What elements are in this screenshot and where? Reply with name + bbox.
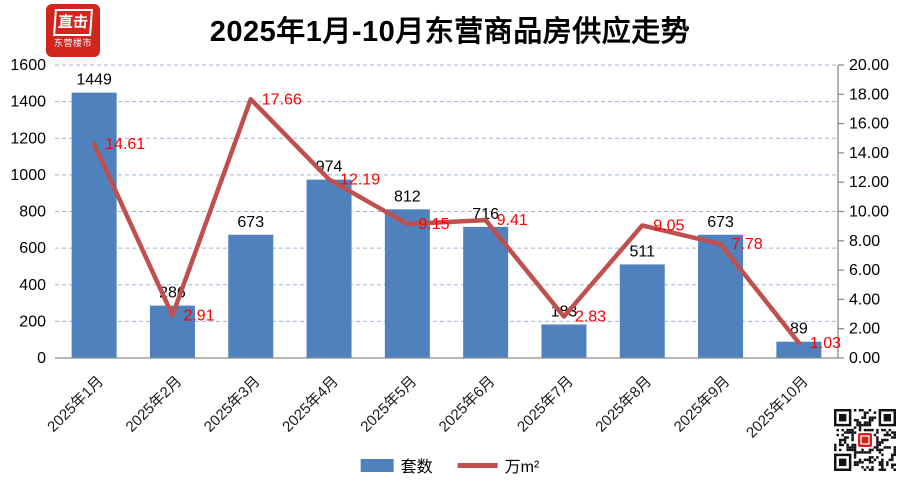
line-value-label: 12.19 — [340, 171, 380, 188]
left-axis-tick-label: 1000 — [10, 167, 46, 184]
bar-value-label: 673 — [237, 214, 264, 231]
qr-code — [834, 409, 896, 471]
x-axis-label: 2025年9月 — [671, 373, 734, 436]
line-series — [91, 97, 802, 346]
chart-title: 2025年1月-10月东营商品房供应走势 — [209, 16, 691, 48]
right-axis-tick-label: 18.00 — [849, 86, 889, 103]
brand-logo: 直击 东营楼市 — [46, 4, 100, 57]
x-axis-label: 2025年6月 — [436, 373, 499, 436]
right-axis-tick-label: 10.00 — [849, 204, 889, 221]
legend-bar-swatch — [360, 458, 394, 472]
x-axis-label: 2025年7月 — [514, 373, 577, 436]
right-axis-tick-label: 6.00 — [849, 262, 880, 279]
line-value-label: 9.15 — [418, 216, 449, 233]
x-axis-label: 2025年3月 — [201, 373, 264, 436]
bar-2025年6月 — [463, 226, 509, 358]
x-axis-label: 2025年8月 — [592, 373, 655, 436]
line-value-label: 1.03 — [810, 335, 841, 352]
right-axis-tick-label: 20.00 — [849, 57, 889, 74]
right-axis-tick-label: 16.00 — [849, 116, 889, 133]
bar-2025年1月 — [71, 92, 117, 358]
bar-2025年8月 — [619, 264, 665, 358]
right-axis-tick-label: 8.00 — [849, 233, 880, 250]
right-axis-tick-label: 2.00 — [849, 321, 880, 338]
right-axis-tick-label: 12.00 — [849, 174, 889, 191]
left-axis-tick-label: 400 — [19, 277, 46, 294]
bar-value-label: 511 — [629, 243, 655, 260]
line-value-label: 17.66 — [262, 91, 302, 108]
x-axis-label: 2025年10月 — [743, 373, 812, 442]
legend-bar-label: 套数 — [400, 459, 433, 476]
bar-2025年9月 — [698, 234, 744, 358]
right-axis-tick-label: 0.00 — [849, 350, 880, 367]
bar-2025年4月 — [306, 179, 352, 358]
left-axis-tick-label: 1600 — [10, 57, 46, 74]
x-axis-label: 2025年5月 — [357, 373, 420, 436]
x-axis-label: 2025年4月 — [279, 373, 342, 436]
left-axis-tick-label: 600 — [19, 240, 46, 257]
left-axis-tick-label: 800 — [19, 204, 46, 221]
chart-legend: 套数 万m² — [360, 453, 540, 477]
x-axis-label: 2025年1月 — [44, 373, 107, 436]
bar-2025年3月 — [228, 234, 274, 358]
line-value-label: 2.83 — [575, 309, 606, 326]
legend-line-swatch — [457, 462, 498, 468]
legend-line-label: 万m² — [504, 459, 540, 476]
bar-2025年10月 — [776, 341, 822, 358]
line-value-label: 9.41 — [497, 212, 528, 229]
line-value-label: 9.05 — [653, 217, 684, 234]
bar-value-label: 812 — [394, 188, 421, 205]
left-axis-tick-label: 1200 — [10, 130, 46, 147]
bar-value-label: 1449 — [76, 72, 112, 89]
bar-2025年7月 — [541, 324, 587, 358]
left-axis-tick-label: 1400 — [10, 94, 46, 111]
brand-logo-subtitle: 东营楼市 — [53, 38, 92, 48]
right-axis-tick-label: 14.00 — [849, 145, 889, 162]
x-axis-label: 2025年2月 — [123, 373, 186, 436]
line-value-label: 2.91 — [183, 307, 214, 324]
bar-value-label: 673 — [707, 214, 734, 231]
line-value-label: 7.78 — [732, 236, 763, 253]
line-value-label: 14.61 — [105, 136, 145, 153]
left-axis-tick-label: 0 — [37, 350, 46, 367]
bar-value-label: 89 — [790, 321, 808, 338]
right-axis-tick-label: 4.00 — [849, 291, 880, 308]
left-axis-tick-label: 200 — [19, 313, 46, 330]
bar-2025年5月 — [384, 209, 430, 358]
